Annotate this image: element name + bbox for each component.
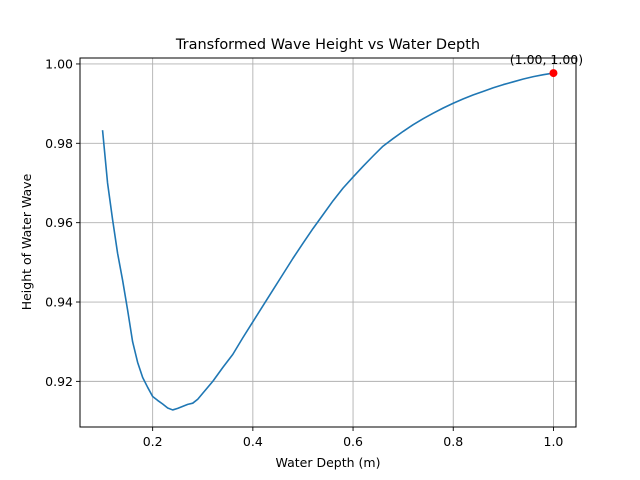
highlight-layer: (1.00, 1.00) — [510, 52, 583, 78]
y-tick-label: 1.00 — [45, 56, 73, 71]
x-tick-label: 0.8 — [443, 434, 463, 449]
series-layer — [101, 72, 554, 411]
x-axis-label: Water Depth (m) — [276, 455, 381, 470]
x-tick-label: 0.6 — [343, 434, 363, 449]
y-tick-label: 0.96 — [45, 215, 73, 230]
highlight-point — [549, 69, 558, 78]
series-line — [101, 72, 554, 411]
chart-title: Transformed Wave Height vs Water Depth — [175, 37, 480, 53]
plot-frame — [79, 57, 577, 428]
x-tick-label: 0.2 — [143, 434, 163, 449]
x-tick-label: 1.0 — [544, 434, 564, 449]
point-annotation: (1.00, 1.00) — [510, 52, 583, 67]
y-tick-label: 0.92 — [45, 374, 73, 389]
ticks: 0.2 0.4 0.6 0.8 1.0 0.92 0.94 0.96 0.98 1.00 — [45, 56, 563, 449]
y-tick-label: 0.94 — [45, 295, 73, 310]
grid — [80, 58, 576, 427]
y-tick-label: 0.98 — [45, 136, 73, 151]
x-tick-label: 0.4 — [243, 434, 263, 449]
y-axis-label: Height of Water Wave — [19, 173, 34, 310]
